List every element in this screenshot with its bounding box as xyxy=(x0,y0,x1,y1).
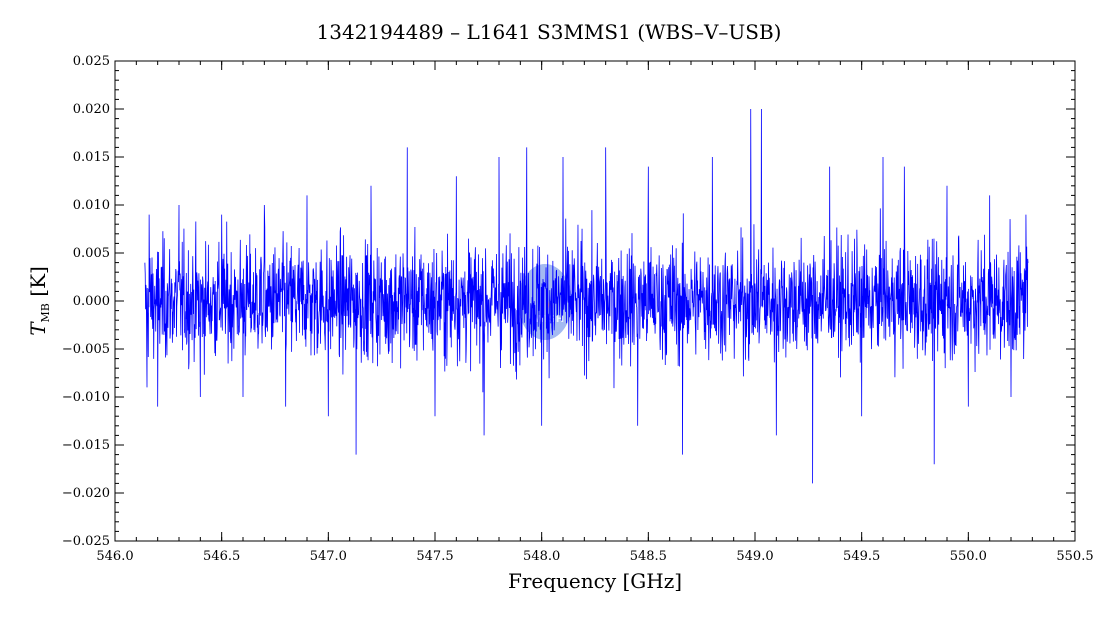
x-tick-label: 548.0 xyxy=(523,549,560,564)
x-tick-label: 550.0 xyxy=(950,549,987,564)
y-axis-label: TMB [K] xyxy=(26,266,52,336)
x-tick-label: 549.0 xyxy=(736,549,773,564)
y-axis-symbol: T xyxy=(26,321,50,336)
y-tick-label: 0.015 xyxy=(73,150,110,165)
y-tick-label: −0.020 xyxy=(62,486,110,501)
x-tick-label: 550.5 xyxy=(1056,549,1093,564)
x-axis-label: Frequency [GHz] xyxy=(508,569,682,593)
x-tick-label: 549.5 xyxy=(843,549,880,564)
x-tick-label: 547.5 xyxy=(416,549,453,564)
chart-title: 1342194489 – L1641 S3MMS1 (WBS–V–USB) xyxy=(317,20,782,44)
y-tick-label: 0.005 xyxy=(73,246,110,261)
series-line xyxy=(144,108,1029,484)
y-tick-label: −0.010 xyxy=(62,390,110,405)
y-tick-label: 0.000 xyxy=(73,294,110,309)
star-icon: ✶ xyxy=(544,299,553,312)
y-tick-label: 0.010 xyxy=(73,198,110,213)
x-tick-label: 547.0 xyxy=(310,549,347,564)
y-axis: −0.025 −0.020 −0.015 −0.010 −0.005 0.000 0.005… xyxy=(62,54,1075,549)
y-tick-label: −0.025 xyxy=(62,534,110,549)
y-axis-unit: [K] xyxy=(26,266,50,303)
x-tick-label: 548.5 xyxy=(630,549,667,564)
x-tick-label: 546.5 xyxy=(203,549,240,564)
x-tick-label: 546.0 xyxy=(96,549,133,564)
y-tick-label: −0.005 xyxy=(62,342,110,357)
y-tick-label: 0.025 xyxy=(73,54,110,69)
y-tick-label: −0.015 xyxy=(62,438,110,453)
x-axis: 546.0 546.5 547.0 547.5 548.0 548.5 549.0 549.5… xyxy=(96,61,1094,564)
y-tick-label: 0.020 xyxy=(73,102,110,117)
y-axis-subscript: MB xyxy=(39,303,52,322)
